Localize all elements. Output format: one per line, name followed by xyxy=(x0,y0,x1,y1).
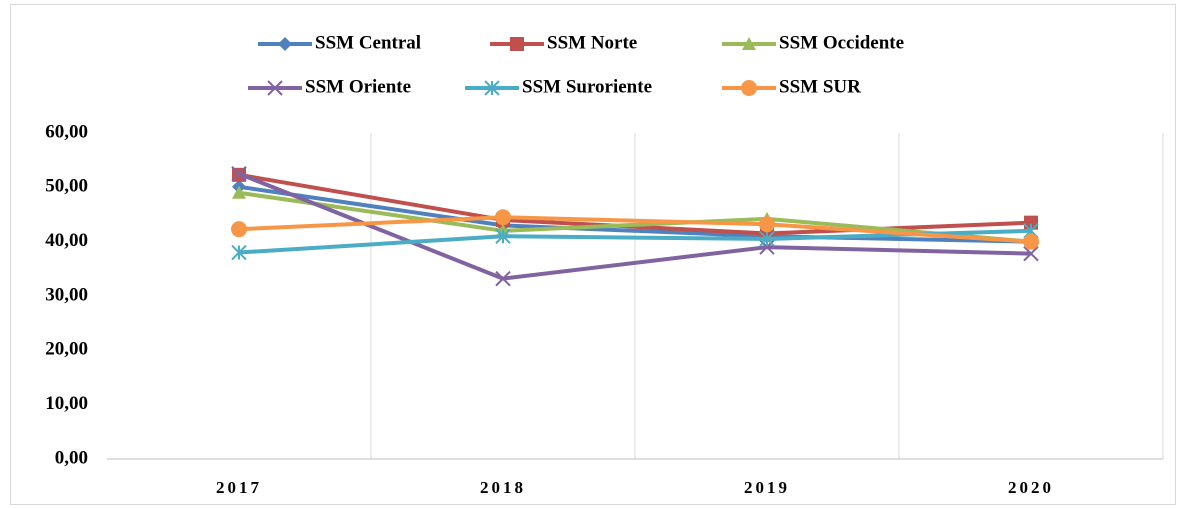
marker xyxy=(742,37,756,50)
marker xyxy=(231,166,247,182)
y-tick-label: 20,00 xyxy=(45,339,88,360)
marker xyxy=(741,80,757,96)
marker xyxy=(232,185,246,199)
legend-label: SSM SUR xyxy=(779,76,861,97)
series-line xyxy=(238,184,1032,244)
marker xyxy=(267,80,283,96)
legend-label: SSM Central xyxy=(315,32,421,53)
x-tick-label: 2020 xyxy=(1008,478,1054,497)
marker xyxy=(495,228,511,244)
legend-label: SSM Oriente xyxy=(305,76,411,97)
marker xyxy=(510,37,524,51)
y-tick-label: 30,00 xyxy=(45,284,88,305)
y-tick-label: 60,00 xyxy=(45,121,88,142)
marker xyxy=(1023,245,1039,262)
y-tick-label: 0,00 xyxy=(55,447,88,468)
marker xyxy=(278,37,292,51)
y-tick-label: 40,00 xyxy=(45,230,88,251)
y-tick-label: 50,00 xyxy=(45,176,88,197)
marker xyxy=(484,80,500,96)
legend-label: SSM Suroriente xyxy=(522,76,652,97)
marker xyxy=(231,221,247,238)
marker xyxy=(495,209,511,226)
marker xyxy=(495,270,511,287)
marker xyxy=(231,244,247,261)
y-tick-label: 10,00 xyxy=(45,393,88,414)
series-line xyxy=(238,215,1032,244)
legend-label: SSM Norte xyxy=(547,32,637,53)
x-tick-label: 2018 xyxy=(480,478,526,497)
marker xyxy=(759,231,775,247)
series-line xyxy=(238,190,1032,244)
legend-label: SSM Occidente xyxy=(779,32,904,53)
series-line xyxy=(238,171,1032,281)
marker xyxy=(1023,233,1039,250)
x-tick-label: 2019 xyxy=(744,478,790,497)
chart-border xyxy=(10,4,1176,505)
x-tick-label: 2017 xyxy=(216,478,262,497)
marker xyxy=(759,216,775,233)
